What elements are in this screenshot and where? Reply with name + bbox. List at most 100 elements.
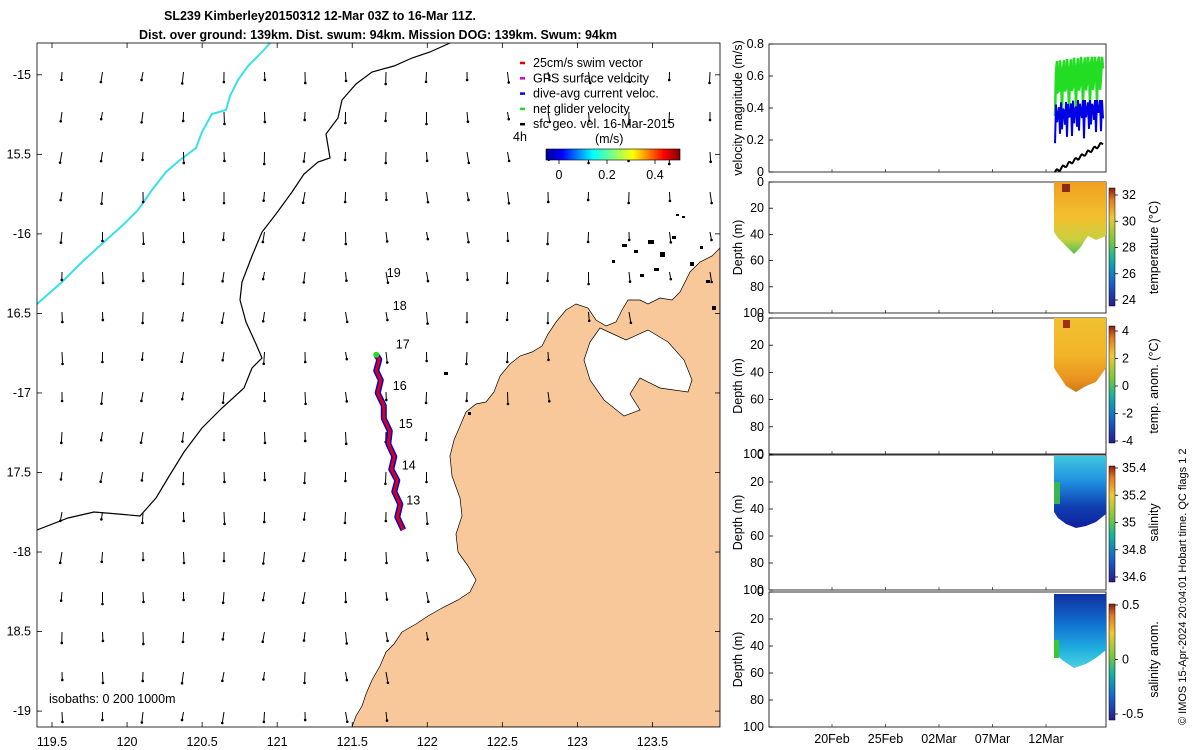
arrow-head xyxy=(180,82,184,85)
arrow-head xyxy=(141,521,144,525)
salinity-anom-panel xyxy=(768,591,1107,728)
salinity-anom-section xyxy=(1054,594,1106,668)
arrow-head xyxy=(505,360,509,364)
arrow-head xyxy=(141,279,145,283)
arrow-head xyxy=(627,201,630,205)
arrow-head xyxy=(708,118,712,122)
arrow-head xyxy=(587,161,590,165)
glider-track xyxy=(373,351,407,532)
arrow-head xyxy=(385,361,389,364)
velocity-arrow xyxy=(302,551,306,561)
arrow-head xyxy=(99,159,103,163)
arrow-head xyxy=(180,718,184,722)
y-tick-label: 0.4 xyxy=(747,101,764,115)
velocity-arrow xyxy=(465,351,468,364)
velocity-arrow xyxy=(181,671,184,684)
map-frame xyxy=(36,42,721,728)
velocity-arrow xyxy=(181,351,184,362)
arrow-head xyxy=(302,559,305,563)
velocity-arrow xyxy=(61,351,64,364)
arrow-head xyxy=(182,161,186,165)
velocity-arrow xyxy=(142,231,145,244)
title-line-2: Dist. over ground: 139km. Dist. swum: 94… xyxy=(139,28,617,42)
arrow-head xyxy=(303,481,306,485)
arrow-head xyxy=(344,79,348,83)
legend-item-label: dive-avg current veloc. xyxy=(533,87,659,101)
arrow-head xyxy=(505,281,509,285)
arrow-head xyxy=(667,162,671,166)
arrow-head xyxy=(426,200,430,204)
velocity-arrow xyxy=(709,151,712,162)
day-label: 15 xyxy=(399,417,413,431)
y-tick-label: 80 xyxy=(750,280,764,294)
velocity-arrow xyxy=(182,631,184,642)
arrow-head xyxy=(386,318,389,322)
islands xyxy=(444,214,716,415)
y-tick-label: 60 xyxy=(750,254,764,268)
lat-tick-label: 18.5 xyxy=(7,625,31,639)
velocity-arrow xyxy=(303,231,306,241)
arrow-head xyxy=(547,400,551,403)
arrow-head xyxy=(628,80,631,84)
legend-item-label: 25cm/s swim vector xyxy=(533,56,643,70)
arrow-head xyxy=(345,320,349,324)
velocity-arrow xyxy=(466,151,470,163)
arrow-head xyxy=(425,480,428,484)
day-label: 14 xyxy=(402,458,416,472)
arrow-head xyxy=(220,721,224,725)
arrow-head xyxy=(181,119,185,123)
arrow-head xyxy=(588,81,592,85)
lat-tick-label: -17 xyxy=(13,386,31,400)
arrow-head xyxy=(182,240,185,244)
y-axis-label: Depth (m) xyxy=(731,632,745,688)
arrow-head xyxy=(668,199,672,203)
arrow-head xyxy=(101,239,104,243)
arrow-head xyxy=(426,279,430,283)
arrow-head xyxy=(427,600,430,604)
salinity-anom-green-streak xyxy=(1054,640,1059,658)
velocity-arrow xyxy=(345,711,348,722)
arrow-head xyxy=(303,360,307,364)
arrow-head xyxy=(140,120,143,124)
velocity-arrow xyxy=(303,271,306,283)
lat-tick-label: 15.5 xyxy=(7,147,31,161)
velocity-arrow xyxy=(547,391,550,402)
arrow-head xyxy=(303,718,307,722)
velocity-arrow xyxy=(60,231,63,243)
day-label: 16 xyxy=(393,379,407,393)
velocity-traces xyxy=(1053,56,1105,173)
velocity-arrow xyxy=(426,151,428,161)
arrow-head xyxy=(302,639,306,642)
arrow-head xyxy=(60,641,64,645)
salinity-colorbar xyxy=(1108,465,1116,583)
arrow-head xyxy=(384,519,388,523)
arrow-head xyxy=(221,638,225,641)
isobath-label: isobaths: 0 200 1000m xyxy=(49,692,175,706)
y-tick-label: 0.6 xyxy=(747,69,764,83)
y-tick-label: 20 xyxy=(750,338,764,352)
arrow-head xyxy=(303,81,307,85)
arrow-head xyxy=(546,200,550,204)
salinity-section xyxy=(1054,456,1106,528)
velocity-trace xyxy=(1054,141,1104,173)
arrow-head xyxy=(142,600,145,604)
arrow-head xyxy=(180,360,184,364)
velocity-arrow xyxy=(222,351,225,361)
arrow-head xyxy=(546,242,549,246)
y-tick-label: 20 xyxy=(750,612,764,626)
arrow-head xyxy=(709,160,713,164)
arrow-head xyxy=(262,162,266,166)
arrow-head xyxy=(139,441,143,444)
velocity-arrow xyxy=(507,191,510,204)
arrow-head xyxy=(708,81,711,85)
colorbar-tick-label: 0.5 xyxy=(1122,598,1139,612)
arrow-head xyxy=(222,80,226,84)
arrow-head xyxy=(586,198,590,202)
arrow-head xyxy=(385,598,389,601)
velocity-arrow xyxy=(384,471,387,484)
velocity-arrow xyxy=(628,311,632,323)
arrow-head xyxy=(465,320,469,324)
y-tick-label: 20 xyxy=(750,201,764,215)
velocity-arrow xyxy=(345,391,348,402)
lon-tick-label: 120 xyxy=(117,735,138,749)
